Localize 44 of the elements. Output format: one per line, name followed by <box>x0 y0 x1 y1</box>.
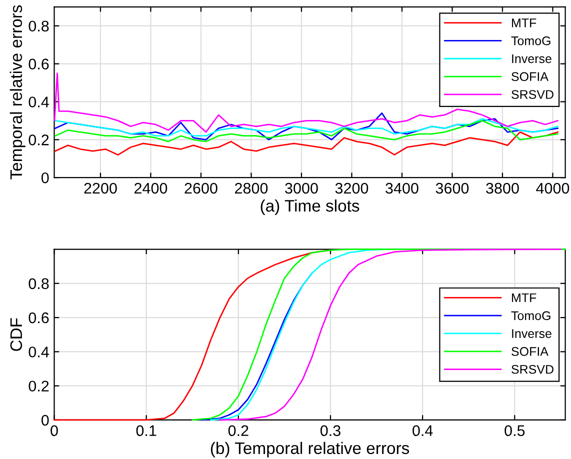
x-tick-label: 3400 <box>386 182 418 194</box>
x-tick-label: 4000 <box>536 182 570 194</box>
legend-label: TomoG <box>511 36 550 46</box>
legend-label: Inverse <box>512 54 552 64</box>
x-tick-label: 3800 <box>486 182 519 194</box>
y-tick-label: 0 <box>41 414 49 426</box>
y-tick-label: 0.6 <box>28 312 49 324</box>
y-tick-label: 0.2 <box>28 134 49 146</box>
legend-label: SOFIA <box>512 72 548 82</box>
y-tick-label: 0 <box>41 172 49 184</box>
x-tick-label: 2400 <box>134 182 168 194</box>
y-tick-label: 0.4 <box>28 346 49 358</box>
line-series <box>54 120 558 142</box>
legend-label: Inverse <box>512 329 552 338</box>
x-tick-label: 2200 <box>84 182 117 194</box>
y-tick-label: 0.8 <box>28 20 49 32</box>
y-axis-title: CDF <box>10 318 22 351</box>
line-series <box>54 131 558 156</box>
legend-label: TomoG <box>511 311 550 320</box>
x-tick-label: 0.4 <box>412 425 433 436</box>
x-tick-label: 2600 <box>184 182 218 194</box>
x-tick-label: 3600 <box>436 182 469 194</box>
x-tick-label: 3000 <box>285 182 318 194</box>
x-axis-title: (b) Temporal relative errors <box>210 442 410 458</box>
x-tick-label: 0.3 <box>320 425 340 436</box>
x-tick-label: 0.5 <box>504 425 525 436</box>
legend-label: SRSVD <box>512 90 554 99</box>
x-tick-label: 0 <box>50 425 58 436</box>
y-tick-label: 0.6 <box>28 58 49 70</box>
y-axis-title: Temporal relative errors <box>10 5 26 180</box>
x-tick-label: 0.1 <box>136 425 156 436</box>
x-axis-title: (a) Time slots <box>260 199 360 215</box>
legend-label: MTF <box>512 293 536 302</box>
y-tick-label: 0.4 <box>28 96 49 108</box>
y-tick-label: 0.2 <box>28 380 49 392</box>
y-tick-label: 0.8 <box>28 278 49 290</box>
x-tick-label: 3200 <box>335 182 368 194</box>
x-tick-label: 2800 <box>235 182 268 194</box>
legend-label: MTF <box>512 18 536 28</box>
legend-label: SOFIA <box>512 347 548 356</box>
line-series <box>54 72 558 133</box>
legend-label: SRSVD <box>512 364 554 374</box>
line-series <box>54 118 558 137</box>
x-tick-label: 0.2 <box>228 425 248 436</box>
